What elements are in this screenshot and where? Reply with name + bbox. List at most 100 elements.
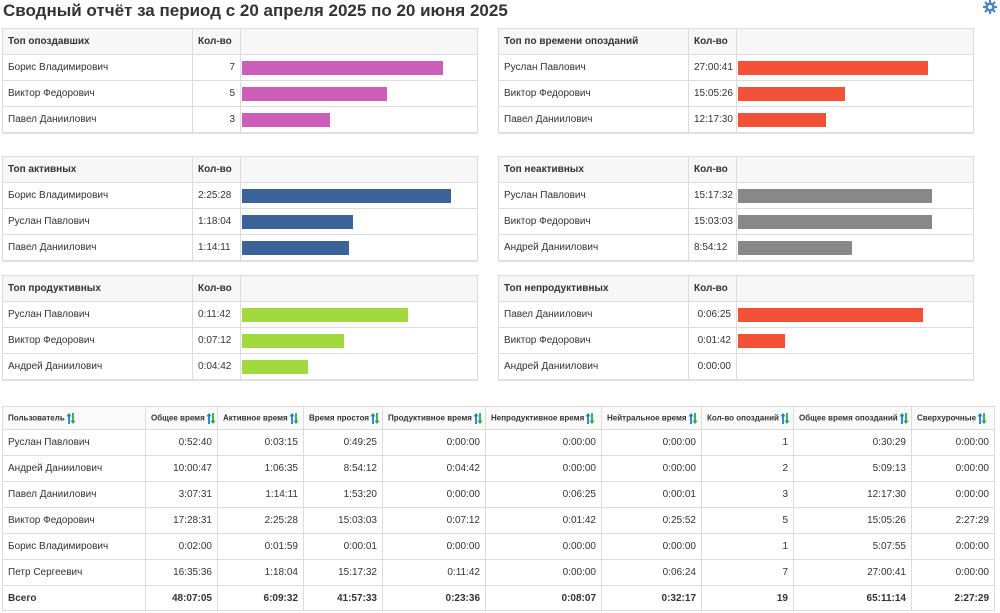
panel-row-value: 15:05:26 xyxy=(688,80,737,107)
panel-row: Павел Даниилович 3 xyxy=(2,106,478,133)
count-header: Кол-во xyxy=(688,156,737,183)
bar-header xyxy=(736,28,974,55)
column-header[interactable]: Активное время xyxy=(217,406,304,430)
column-header[interactable]: Продуктивное время xyxy=(382,406,486,430)
panel-row: Андрей Даниилович 0:00:00 xyxy=(498,353,974,380)
sort-icon[interactable] xyxy=(899,412,909,424)
table-cell: 5 xyxy=(701,507,794,534)
table-cell: 0:00:00 xyxy=(911,481,995,508)
totals-cell: 41:57:33 xyxy=(303,585,383,611)
panel-row-name: Руслан Павлович xyxy=(2,301,193,328)
table-cell: 0:01:59 xyxy=(217,533,304,560)
panel-row-value: 1:14:11 xyxy=(192,234,241,261)
summary-table-header: Пользователь Общее время Активное время Вре… xyxy=(2,406,995,430)
panel-row: Павел Даниилович 0:06:25 xyxy=(498,301,974,328)
panel-row-name: Павел Даниилович xyxy=(498,106,689,133)
panel-row-name: Павел Даниилович xyxy=(2,106,193,133)
table-cell: 15:05:26 xyxy=(793,507,912,534)
table-cell: 8:54:12 xyxy=(303,455,383,482)
sort-icon[interactable] xyxy=(780,412,790,424)
column-header[interactable]: Общее время xyxy=(145,406,218,430)
table-cell: 5:07:55 xyxy=(793,533,912,560)
table-cell: 3 xyxy=(701,481,794,508)
panel-row-name: Руслан Павлович xyxy=(498,54,689,81)
column-header[interactable]: Нейтральное время xyxy=(601,406,702,430)
table-cell: 0:25:52 xyxy=(601,507,702,534)
sort-icon[interactable] xyxy=(66,412,76,424)
totals-cell: 6:09:32 xyxy=(217,585,304,611)
sort-icon[interactable] xyxy=(687,412,698,424)
table-cell: 7 xyxy=(701,559,794,586)
page-title: Сводный отчёт за период с 20 апреля 2025… xyxy=(3,1,508,20)
panel-row-value: 0:04:42 xyxy=(192,353,241,380)
table-cell: 0:00:00 xyxy=(485,533,602,560)
table-cell: 1 xyxy=(701,533,794,560)
panel-row-value: 0:07:12 xyxy=(192,327,241,354)
column-header[interactable]: Сверхурочные xyxy=(911,406,995,430)
panel-row-value: 27:00:41 xyxy=(688,54,737,81)
gear-icon[interactable] xyxy=(983,0,997,14)
bar xyxy=(738,308,923,322)
count-header: Кол-во xyxy=(688,28,737,55)
bar-cell xyxy=(736,327,974,354)
table-cell: 0:52:40 xyxy=(145,429,218,456)
panel-row-value: 5 xyxy=(192,80,241,107)
column-header[interactable]: Непродуктивное время xyxy=(485,406,602,430)
bar xyxy=(242,360,308,374)
panel-row-value: 1:18:04 xyxy=(192,208,241,235)
table-cell: 0:00:00 xyxy=(601,429,702,456)
column-header-label: Активное время xyxy=(223,413,288,423)
panel-row: Павел Даниилович 1:14:11 xyxy=(2,234,478,261)
panel-row: Павел Даниилович 12:17:30 xyxy=(498,106,974,133)
panel-row: Борис Владимирович 2:25:28 xyxy=(2,182,478,209)
bar-header xyxy=(240,156,478,183)
panel-row-name: Павел Даниилович xyxy=(2,234,193,261)
column-header[interactable]: Общее время опозданий xyxy=(793,406,912,430)
panel-row: Виктор Федорович 0:07:12 xyxy=(2,327,478,354)
totals-label: Всего xyxy=(2,585,146,611)
panel-row: Руслан Павлович 27:00:41 xyxy=(498,54,974,81)
column-header-label: Непродуктивное время xyxy=(491,413,585,423)
bar-header xyxy=(736,275,974,302)
totals-cell: 2:27:29 xyxy=(911,585,995,611)
panel-late-time: Топ по времени опозданий Кол-во Руслан Пав… xyxy=(498,28,974,134)
panel-row: Андрей Даниилович 8:54:12 xyxy=(498,234,974,261)
table-cell: 0:00:00 xyxy=(911,559,995,586)
table-row: Борис Владимирович 0:02:00 0:01:59 0:00:01 0… xyxy=(2,533,995,560)
panel-title: Топ опоздавших xyxy=(2,28,193,55)
table-row: Андрей Даниилович 10:00:47 1:06:35 8:54:12 0… xyxy=(2,455,995,482)
bar-header xyxy=(736,156,974,183)
table-cell: 0:00:00 xyxy=(601,533,702,560)
summary-table: Пользователь Общее время Активное время Вре… xyxy=(2,406,995,611)
panel-row: Виктор Федорович 0:01:42 xyxy=(498,327,974,354)
table-row: Виктор Федорович 17:28:31 2:25:28 15:03:03 0… xyxy=(2,507,995,534)
table-cell: 0:00:00 xyxy=(911,455,995,482)
bar xyxy=(242,308,408,322)
table-cell: 2:25:28 xyxy=(217,507,304,534)
panel-title: Топ непродуктивных xyxy=(498,275,689,302)
column-header[interactable]: Пользователь xyxy=(2,406,146,430)
panel-row-value: 3 xyxy=(192,106,241,133)
column-header-label: Сверхурочные xyxy=(917,413,977,423)
sort-icon[interactable] xyxy=(977,412,987,424)
bar xyxy=(242,334,344,348)
panel-row-name: Виктор Федорович xyxy=(2,327,193,354)
column-header[interactable]: Время простоя xyxy=(303,406,383,430)
bar xyxy=(738,113,826,127)
column-header[interactable]: Кол-во опозданий xyxy=(701,406,794,430)
sort-icon[interactable] xyxy=(289,412,299,424)
panel-late: Топ опоздавших Кол-во Борис Владимирович 7 В… xyxy=(2,28,478,134)
sort-icon[interactable] xyxy=(473,412,483,424)
sort-icon[interactable] xyxy=(370,412,380,424)
panel-row: Руслан Павлович 15:17:32 xyxy=(498,182,974,209)
table-row: Петр Сергеевич 16:35:36 1:18:04 15:17:32 0:1… xyxy=(2,559,995,586)
sort-icon[interactable] xyxy=(585,412,595,424)
column-header-label: Общее время опозданий xyxy=(799,413,898,423)
column-header-label: Пользователь xyxy=(8,413,65,423)
user-name: Борис Владимирович xyxy=(2,533,146,560)
table-cell: 0:07:12 xyxy=(382,507,486,534)
panel-row-name: Андрей Даниилович xyxy=(498,234,689,261)
bar xyxy=(242,87,387,101)
user-name: Руслан Павлович xyxy=(2,429,146,456)
sort-icon[interactable] xyxy=(206,412,216,424)
